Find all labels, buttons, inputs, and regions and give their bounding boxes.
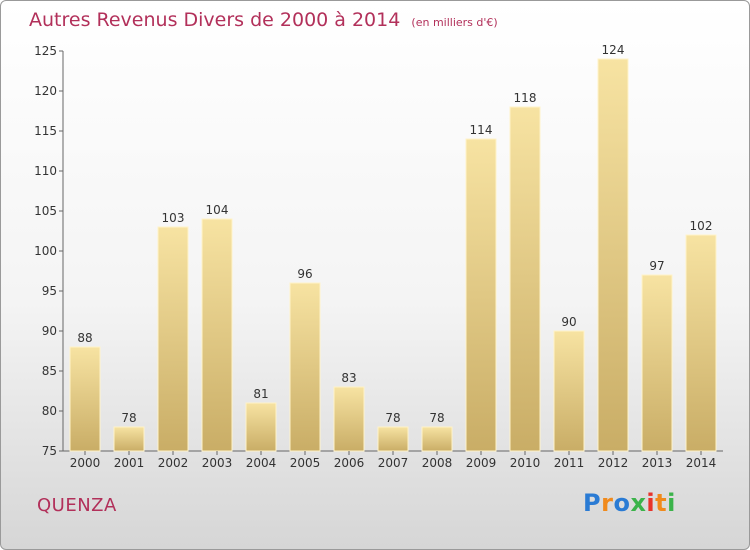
y-tick-label: 85	[42, 364, 57, 378]
bar-2012	[597, 58, 629, 452]
bar-2011	[553, 330, 585, 452]
logo-letter: i	[646, 489, 656, 517]
bar-2000	[69, 346, 101, 452]
bar-2014	[685, 234, 717, 452]
logo-letter: P	[583, 489, 602, 517]
y-tick-label: 75	[42, 444, 57, 458]
x-tick-label: 2010	[510, 456, 541, 470]
x-tick-label: 2011	[554, 456, 585, 470]
x-tick-label: 2008	[422, 456, 453, 470]
data-label-2005: 96	[297, 267, 312, 281]
bar-2002	[157, 226, 189, 452]
y-tick-label: 100	[34, 244, 57, 258]
bar-2009	[465, 138, 497, 452]
data-label-2000: 88	[77, 331, 92, 345]
x-tick-label: 2012	[598, 456, 629, 470]
chart-title: Autres Revenus Divers de 2000 à 2014 (en…	[29, 9, 498, 31]
x-tick-label: 2000	[70, 456, 101, 470]
data-label-2002: 103	[162, 211, 185, 225]
data-label-2009: 114	[470, 123, 493, 137]
bar-2004	[245, 402, 277, 452]
y-tick-label: 125	[34, 44, 57, 58]
x-tick-label: 2001	[114, 456, 145, 470]
bar-2010	[509, 106, 541, 452]
data-label-2003: 104	[206, 203, 229, 217]
data-label-2011: 90	[561, 315, 576, 329]
data-label-2008: 78	[429, 411, 444, 425]
y-tick-label: 110	[34, 164, 57, 178]
bar-2006	[333, 386, 365, 452]
logo-letter: o	[613, 489, 631, 517]
chart-title-text: Autres Revenus Divers de 2000 à 2014	[29, 9, 401, 31]
x-tick-label: 2013	[642, 456, 673, 470]
logo-letter: t	[655, 489, 668, 517]
y-tick-label: 80	[42, 404, 57, 418]
y-tick-label: 105	[34, 204, 57, 218]
y-tick-label: 120	[34, 84, 57, 98]
x-tick-label: 2007	[378, 456, 409, 470]
data-label-2007: 78	[385, 411, 400, 425]
bar-2008	[421, 426, 453, 452]
data-label-2012: 124	[602, 43, 625, 57]
commune-name: QUENZA	[37, 495, 117, 516]
bar-2013	[641, 274, 673, 452]
x-tick-label: 2009	[466, 456, 497, 470]
logo-letter: i	[667, 489, 676, 517]
proxiti-logo: Proxiti	[583, 489, 676, 517]
bar-2003	[201, 218, 233, 452]
x-tick-label: 2004	[246, 456, 277, 470]
y-tick-label: 95	[42, 284, 57, 298]
bar-2005	[289, 282, 321, 452]
logo-letter: r	[601, 489, 614, 517]
x-tick-label: 2005	[290, 456, 321, 470]
chart-unit: (en milliers d'€)	[411, 16, 498, 29]
x-tick-label: 2003	[202, 456, 233, 470]
bar-2007	[377, 426, 409, 452]
data-label-2006: 83	[341, 371, 356, 385]
data-label-2013: 97	[649, 259, 664, 273]
x-tick-label: 2014	[686, 456, 717, 470]
data-label-2014: 102	[690, 219, 713, 233]
x-tick-label: 2002	[158, 456, 189, 470]
data-label-2001: 78	[121, 411, 136, 425]
bar-2001	[113, 426, 145, 452]
data-label-2010: 118	[514, 91, 537, 105]
x-tick-label: 2006	[334, 456, 365, 470]
y-tick-label: 115	[34, 124, 57, 138]
data-label-2004: 81	[253, 387, 268, 401]
logo-letter: x	[630, 489, 647, 517]
y-tick-label: 90	[42, 324, 57, 338]
